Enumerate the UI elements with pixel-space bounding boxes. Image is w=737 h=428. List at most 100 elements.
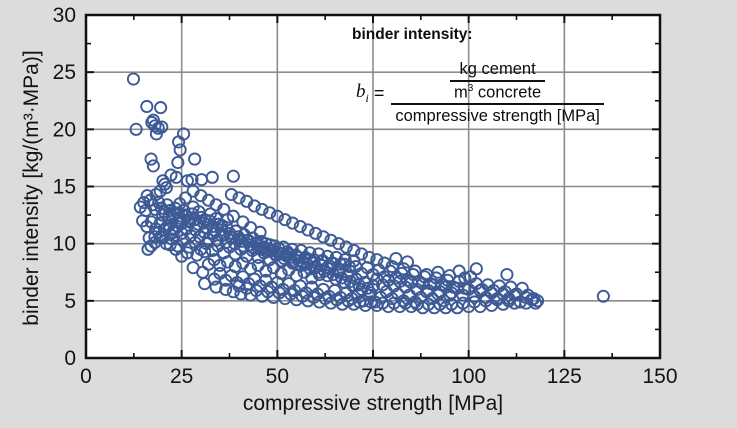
data-point	[274, 266, 288, 280]
data-point	[206, 226, 220, 240]
data-point	[213, 258, 227, 272]
data-point	[332, 237, 346, 251]
data-point	[377, 256, 392, 270]
formula-symbol: bi	[356, 80, 369, 105]
data-point	[320, 269, 335, 283]
data-point	[144, 152, 158, 166]
data-point	[240, 281, 254, 295]
data-point	[268, 239, 282, 253]
data-point	[198, 245, 212, 259]
annotation-title: binder intensity:	[352, 26, 473, 43]
data-point	[596, 289, 610, 303]
y-tick-label: 5	[64, 290, 76, 313]
x-tick-label: 125	[547, 365, 582, 388]
data-point	[286, 216, 300, 230]
y-axis-label: binder intensity [kg/(m³·MPa)]	[20, 50, 43, 326]
data-point	[205, 170, 219, 184]
data-point	[385, 259, 399, 274]
data-point	[469, 262, 483, 276]
y-tick-label: 25	[53, 61, 76, 84]
data-point	[442, 269, 457, 283]
data-point	[305, 271, 319, 285]
data-point	[209, 280, 223, 294]
formula-numerator: kg cement m3 concrete	[446, 60, 549, 103]
x-tick-label: 150	[642, 365, 677, 388]
data-point	[362, 250, 376, 264]
data-point	[188, 223, 202, 237]
data-point	[173, 197, 187, 211]
data-point	[529, 296, 543, 310]
data-point	[155, 208, 170, 222]
data-point	[141, 242, 155, 256]
formula-kg-cement: kg cement	[459, 60, 536, 78]
tick-labels: 0 25 50 75 100 125 150 0 5 10 15 20 25 30	[53, 4, 678, 388]
formula-main-bar	[391, 103, 604, 106]
y-tick-label: 30	[53, 4, 76, 27]
data-point	[219, 282, 233, 296]
x-tick-label: 100	[451, 365, 486, 388]
binder-intensity-formula: bi = kg cement m3 concrete compressive s…	[356, 60, 604, 126]
data-point	[338, 253, 352, 267]
data-point	[324, 233, 338, 247]
data-point	[255, 202, 269, 216]
data-point	[232, 279, 246, 293]
data-point	[316, 230, 330, 244]
x-tick-label: 75	[361, 365, 384, 388]
data-point	[420, 267, 434, 282]
data-point	[144, 215, 158, 229]
data-point	[236, 215, 250, 229]
data-point	[140, 99, 154, 114]
data-point	[389, 251, 403, 266]
data-point	[240, 194, 254, 208]
data-point	[312, 267, 326, 282]
plot-frame	[84, 13, 662, 360]
x-tick-label: 50	[266, 365, 289, 388]
data-point	[347, 243, 361, 258]
data-point	[263, 206, 277, 220]
data-points	[126, 72, 610, 315]
data-point	[458, 271, 472, 285]
data-point	[173, 143, 187, 157]
data-point	[186, 184, 200, 198]
data-point	[186, 200, 200, 214]
x-tick-label: 0	[80, 365, 92, 388]
data-point	[224, 187, 238, 202]
data-point	[129, 122, 143, 136]
data-point	[294, 243, 308, 258]
data-point	[270, 209, 284, 223]
formula-fraction: kg cement m3 concrete compressive streng…	[391, 60, 604, 126]
data-point	[171, 155, 185, 170]
data-point	[126, 72, 140, 86]
x-tick-label: 25	[170, 365, 193, 388]
data-point	[259, 264, 273, 278]
data-point	[301, 223, 315, 237]
data-point	[144, 239, 158, 253]
data-point	[293, 219, 307, 234]
formula-inner-fraction: kg cement m3 concrete	[449, 60, 546, 102]
y-tick-label: 20	[53, 118, 76, 141]
data-point	[232, 191, 246, 205]
data-point	[145, 115, 159, 130]
data-point	[500, 267, 514, 282]
data-point	[339, 240, 353, 254]
data-point	[172, 135, 186, 149]
data-point	[228, 259, 242, 274]
formula-equals: =	[373, 82, 385, 103]
y-tick-label: 15	[53, 176, 76, 199]
data-point	[154, 101, 168, 115]
data-point	[309, 226, 323, 240]
data-point	[400, 255, 414, 269]
y-tick-label: 0	[64, 347, 76, 370]
data-point	[354, 247, 369, 261]
data-point	[370, 253, 384, 267]
y-tick-label: 10	[53, 233, 76, 256]
formula-inner-bar	[449, 80, 546, 82]
data-point	[226, 169, 240, 183]
data-point	[243, 262, 258, 276]
x-axis-label: compressive strength [MPa]	[242, 392, 504, 415]
data-point	[198, 277, 212, 291]
data-point	[502, 291, 516, 306]
formula-denominator: compressive strength [MPa]	[395, 107, 600, 126]
